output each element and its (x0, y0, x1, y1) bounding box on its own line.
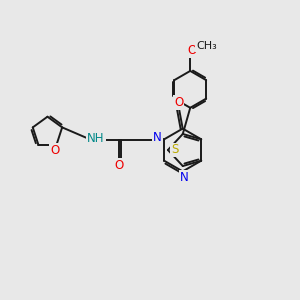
Text: O: O (50, 143, 60, 157)
Text: O: O (174, 96, 183, 109)
Text: NH: NH (87, 132, 105, 145)
Text: O: O (114, 159, 123, 172)
Text: S: S (171, 143, 178, 157)
Text: N: N (153, 131, 162, 144)
Text: CH₃: CH₃ (196, 41, 217, 51)
Text: O: O (188, 44, 197, 57)
Text: N: N (180, 171, 189, 184)
